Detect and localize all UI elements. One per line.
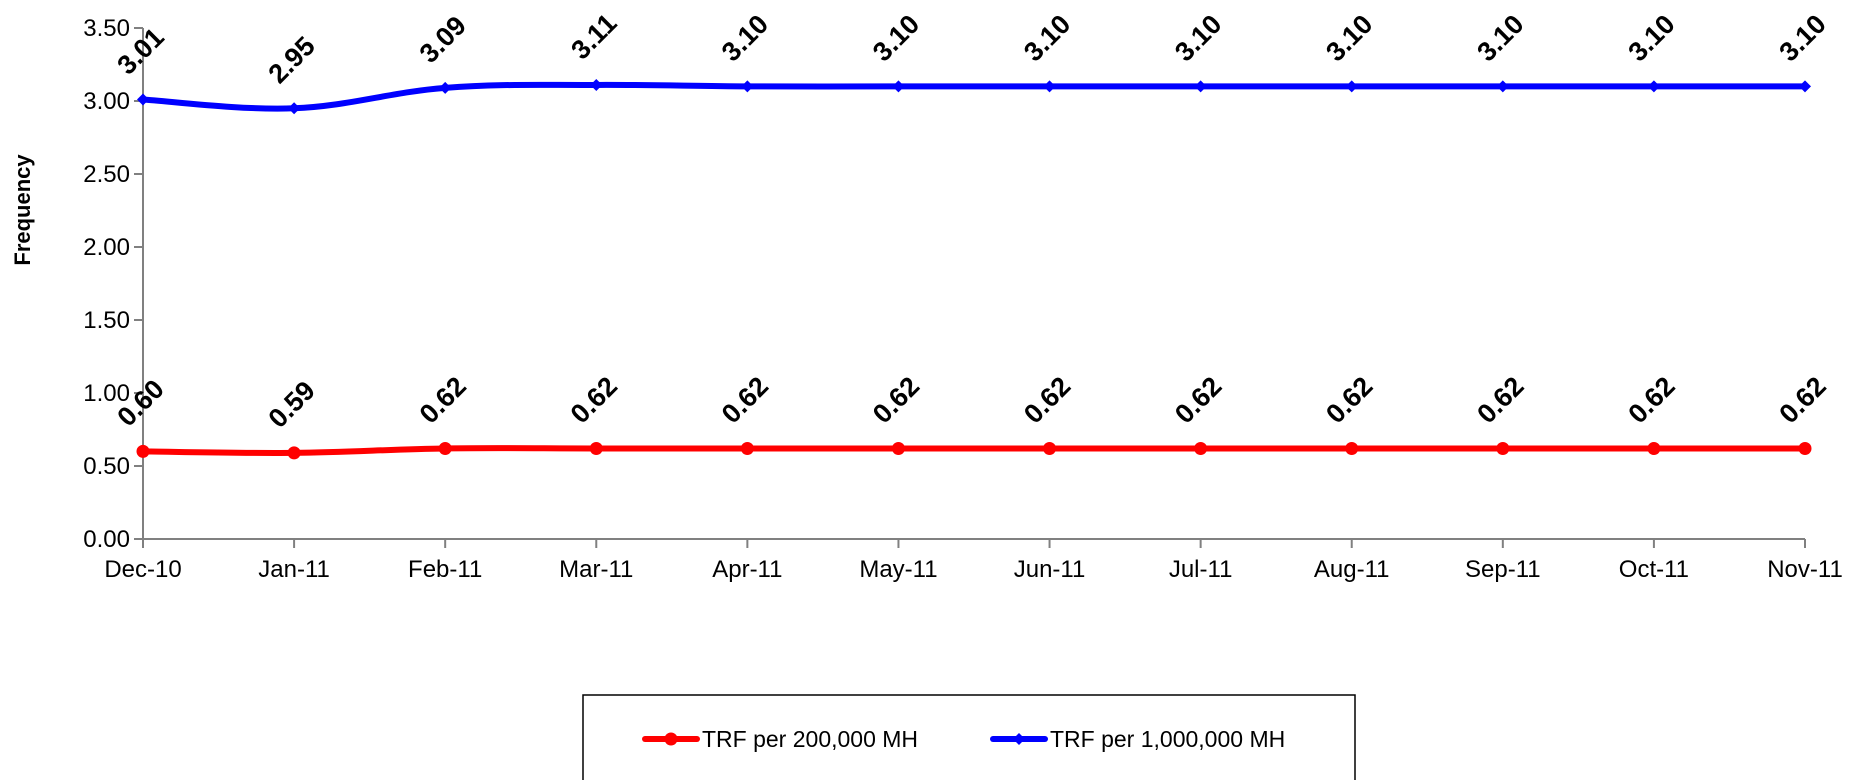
x-tick-label: Feb-11 <box>408 556 482 583</box>
series-lines <box>140 81 1808 456</box>
x-tick-label: May-11 <box>859 556 937 583</box>
y-axis: 0.00 0.50 1.00 1.50 2.00 2.50 3.00 3.50 <box>83 15 144 553</box>
legend-swatch-marker <box>664 732 678 746</box>
data-point <box>1799 80 1811 93</box>
x-tick-label: Jan-11 <box>258 556 330 583</box>
x-tick-label: Oct-11 <box>1619 556 1689 583</box>
data-label: 3.10 <box>1320 9 1378 67</box>
data-label: 2.95 <box>263 31 321 89</box>
data-label: 0.62 <box>1169 371 1227 429</box>
data-point <box>590 78 603 91</box>
legend-swatch-marker <box>1013 733 1025 745</box>
data-point <box>1194 441 1208 455</box>
data-label: 3.10 <box>716 9 774 67</box>
y-tick-label: 3.50 <box>83 15 130 42</box>
data-point <box>1496 441 1510 455</box>
data-label: 3.10 <box>1773 9 1831 67</box>
data-point <box>1194 80 1207 93</box>
data-markers <box>136 78 1812 460</box>
data-label: 3.10 <box>867 9 925 67</box>
data-point <box>740 441 754 455</box>
data-label: 0.62 <box>1773 371 1831 429</box>
data-label: 3.10 <box>1622 9 1680 67</box>
data-point <box>1647 441 1661 455</box>
data-label: 3.10 <box>1471 9 1529 67</box>
x-tick-label: Aug-11 <box>1314 556 1390 583</box>
data-point <box>136 444 150 458</box>
data-label: 3.09 <box>414 10 472 68</box>
data-label: 0.62 <box>1622 371 1680 429</box>
legend: TRF per 200,000 MH TRF per 1,000,000 MH <box>582 694 1356 780</box>
data-point <box>137 93 149 106</box>
data-label: 3.11 <box>565 8 622 65</box>
data-point <box>589 441 603 455</box>
data-point <box>1345 441 1359 455</box>
legend-label: TRF per 200,000 MH <box>702 726 918 752</box>
data-point <box>1043 80 1056 93</box>
y-tick-label: 1.00 <box>83 380 130 407</box>
data-point <box>1647 80 1660 93</box>
data-point <box>891 441 905 455</box>
data-point <box>1043 441 1057 455</box>
data-point <box>892 80 905 93</box>
data-label: 0.59 <box>263 375 321 433</box>
data-label: 0.62 <box>867 371 925 429</box>
data-label: 0.62 <box>716 371 774 429</box>
y-tick-label: 0.50 <box>83 453 130 480</box>
y-tick-label: 2.00 <box>83 234 130 261</box>
data-label: 0.62 <box>1320 371 1378 429</box>
data-point <box>741 80 754 93</box>
data-label: 3.10 <box>1018 9 1076 67</box>
x-tick-label: Dec-10 <box>104 556 181 583</box>
data-point <box>288 102 301 115</box>
x-tick-label: Mar-11 <box>559 556 633 583</box>
series-line-1 <box>140 445 1808 456</box>
data-label: 0.62 <box>565 371 623 429</box>
x-tick-label: Nov-11 <box>1767 556 1843 583</box>
y-tick-label: 2.50 <box>83 161 130 188</box>
x-tick-label: Sep-11 <box>1465 556 1541 583</box>
data-label: 0.62 <box>1471 371 1529 429</box>
data-point <box>287 446 301 460</box>
x-axis: Dec-10 Jan-11 Feb-11 Mar-11 Apr-11 May-11 Jun-… <box>104 538 1843 583</box>
data-point <box>1496 80 1509 93</box>
x-tick-label: Jul-11 <box>1169 556 1233 583</box>
data-point <box>438 441 452 455</box>
y-tick-label: 1.50 <box>83 307 130 334</box>
series-line-2 <box>140 81 1808 112</box>
y-tick-label: 3.00 <box>83 88 130 115</box>
data-point <box>1345 80 1358 93</box>
x-tick-label: Apr-11 <box>712 556 782 583</box>
y-axis-title: Frequency <box>10 154 35 266</box>
data-point <box>1798 441 1812 455</box>
legend-label: TRF per 1,000,000 MH <box>1050 726 1285 752</box>
data-labels: 0.60 0.59 0.62 0.62 0.62 0.62 0.62 0.62 0.62 0.62… <box>111 8 1831 434</box>
data-point <box>439 81 452 94</box>
data-label: 3.10 <box>1169 9 1227 67</box>
y-tick-label: 0.00 <box>83 526 130 553</box>
legend-box <box>582 694 1356 780</box>
x-tick-label: Jun-11 <box>1014 556 1086 583</box>
data-label: 0.62 <box>1018 371 1076 429</box>
data-label: 0.62 <box>414 371 472 429</box>
